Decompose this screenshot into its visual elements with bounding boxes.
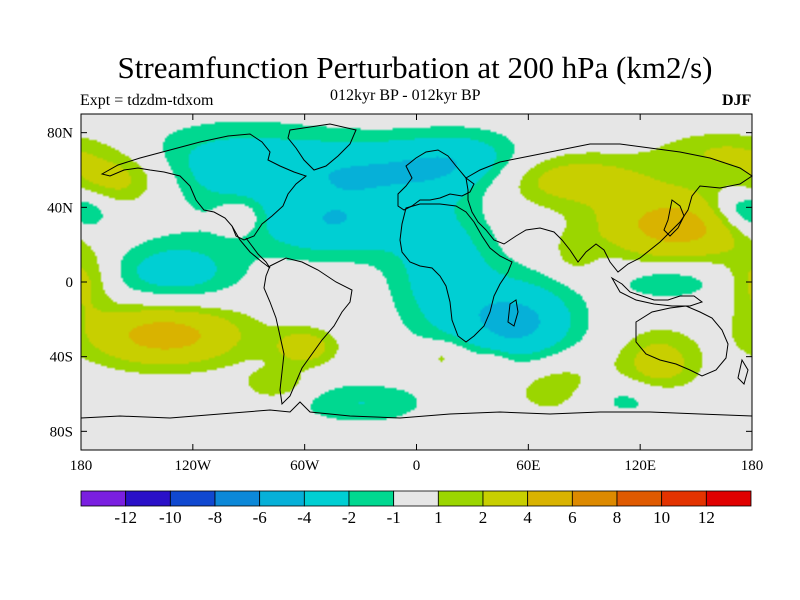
colorbar-swatch (303, 490, 350, 507)
colorbar-swatch (80, 490, 127, 507)
chart-title: Streamfunction Perturbation at 200 hPa (… (117, 50, 713, 85)
coastline-japan (663, 199, 685, 237)
coastlines (80, 123, 753, 419)
colorbar-label: 1 (434, 508, 443, 527)
x-tick-label: 60W (290, 458, 320, 474)
colorbar-label: -8 (208, 508, 222, 527)
x-tick-label: 120W (174, 458, 212, 474)
coastline-madagascar (507, 299, 519, 327)
colorbar-swatch (705, 490, 752, 507)
streamfunction-field (81, 114, 752, 450)
colorbar-label: -6 (253, 508, 267, 527)
colorbar-label: 6 (568, 508, 577, 527)
colorbar-label: -12 (114, 508, 137, 527)
colorbar-swatch (616, 490, 663, 507)
coastline-greenland (287, 123, 357, 171)
y-tick-label: 80N (47, 126, 73, 142)
y-tick-label: 0 (66, 275, 74, 291)
coastline-asia (465, 143, 753, 273)
colorbar-label: -10 (159, 508, 182, 527)
x-tick-label: 60E (516, 458, 540, 474)
colorbar-swatch (169, 490, 216, 507)
colorbar-swatch (214, 490, 261, 507)
coastline-antarctica (80, 401, 753, 419)
colorbar-swatch (527, 490, 573, 507)
colorbar-label: 12 (698, 508, 715, 527)
coastline-indonesia (610, 276, 704, 307)
season-label: DJF (722, 92, 752, 109)
colorbar-swatch (661, 490, 707, 507)
colorbar-swatch (482, 490, 529, 507)
coastline-new-zealand (737, 358, 749, 385)
colorbar-label: 8 (613, 508, 622, 527)
y-tick-label: 80S (50, 424, 73, 440)
colorbar-label: 2 (479, 508, 488, 527)
x-tick-label: 180 (741, 458, 764, 474)
coastline-africa (399, 203, 513, 343)
colorbar-swatch (348, 490, 395, 507)
colorbar-label: -2 (342, 508, 356, 527)
colorbar-swatch (125, 490, 171, 507)
x-tick-label: 120E (624, 458, 656, 474)
colorbar-swatch (437, 490, 484, 507)
colorbar-label: 10 (653, 508, 670, 527)
coastline-north-america (100, 133, 308, 241)
experiment-label: Expt = tdzdm-tdxom (80, 92, 214, 109)
coastline-australia (635, 305, 729, 377)
colorbar-label: 4 (523, 508, 532, 527)
chart-subtitle: 012kyr BP - 012kyr BP (330, 87, 481, 104)
y-tick-label: 40S (50, 350, 73, 366)
x-tick-label: 0 (413, 458, 421, 474)
y-tick-label: 40N (47, 200, 73, 216)
coastline-south-america (263, 257, 353, 406)
colorbar-label: -4 (297, 508, 312, 527)
x-tick-label: 180 (70, 458, 93, 474)
colorbar-swatch (259, 490, 305, 507)
colorbar: -12 -10 -8 -6 -4 -2 -1 1 2 4 6 8 10 12 (80, 490, 752, 527)
colorbar-swatch (571, 490, 618, 507)
colorbar-swatch (393, 490, 439, 507)
coastline-central-america (231, 225, 271, 269)
axes: 180 120W 60W 0 60E 120E 180 80N 40N 0 40S 80S (47, 114, 763, 474)
colorbar-label: -1 (387, 508, 401, 527)
